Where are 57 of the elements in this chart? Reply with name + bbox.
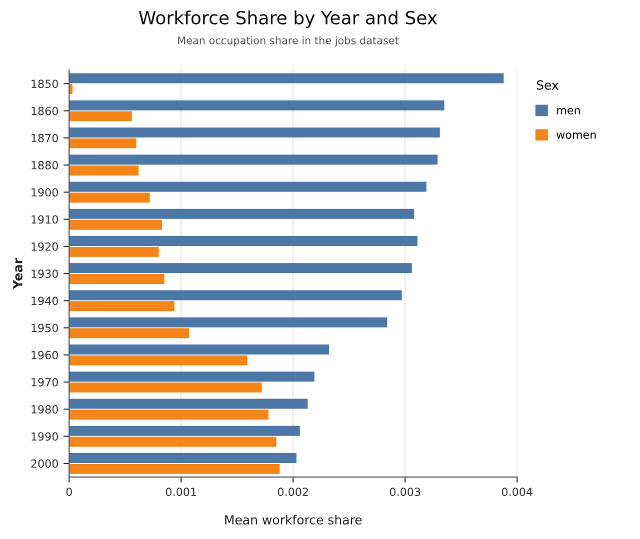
bar [69,426,300,436]
y-tick-label: 1940 [32,296,58,306]
x-tick-label: 0.002 [278,488,308,496]
bar [69,84,72,94]
y-tick-label: 1960 [32,350,58,360]
y-tick-label: 1930 [32,270,58,278]
bar [69,382,262,392]
bar [69,290,402,300]
bar [69,111,132,122]
y-tick-label: 1870 [32,134,58,142]
bar [69,73,504,84]
x-tick-label: 0.004 [502,488,532,496]
y-tick-label: 1860 [32,106,58,116]
bar [69,436,276,447]
bar [69,192,150,203]
x-tick-label: 0 [66,488,72,496]
y-axis-title: Year [13,258,22,290]
bar [69,127,440,138]
bar [69,138,136,148]
bar [69,355,248,366]
y-tick-label: 1970 [32,378,58,386]
bar [69,208,414,219]
bar [69,464,280,474]
y-tick-label: 1950 [32,324,58,332]
bar [69,246,159,257]
bar [69,100,444,110]
bar [69,398,308,409]
legend-label: men [557,108,580,114]
bar [69,154,438,165]
bar [69,165,139,176]
bar [69,410,268,420]
y-tick-label: 1920 [32,242,58,251]
legend-title: Sex [536,80,558,90]
bar [69,274,164,284]
y-tick-label: 1900 [32,188,58,197]
bar [69,453,296,464]
bar [69,317,388,328]
y-tick-label: 1910 [32,215,58,224]
bar [69,236,418,246]
x-axis-title: Mean workforce share [225,514,362,525]
chart-title: Workforce Share by Year and Sex [138,10,438,28]
bar [69,182,426,192]
x-tick-label: 0.003 [390,488,420,496]
bar [69,220,162,230]
y-tick-label: 1980 [32,405,58,414]
legend-label: women [556,132,596,139]
bar [69,301,174,312]
bar [69,344,329,354]
bar [69,372,314,382]
bar [69,263,412,274]
x-tick-label: 0.001 [166,488,196,496]
y-tick-label: 1850 [32,80,58,88]
y-tick-label: 1880 [32,161,58,170]
bar [69,328,189,338]
y-tick-label: 2000 [31,459,58,468]
chart-subtitle: Mean occupation share in the jobs dataset [178,36,399,46]
y-tick-label: 1990 [32,432,58,441]
